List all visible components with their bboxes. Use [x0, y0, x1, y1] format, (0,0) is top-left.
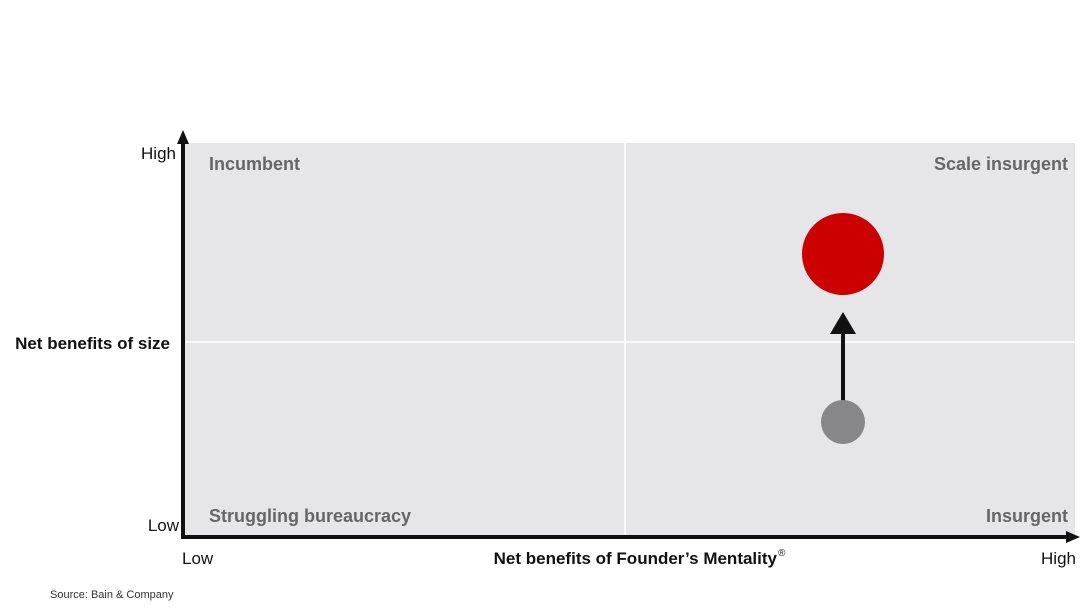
quadrant-label: Struggling bureaucracy: [209, 506, 411, 526]
x-low-label: Low: [182, 549, 214, 568]
registered-mark: ®: [778, 548, 786, 559]
target-circle: [802, 213, 884, 295]
quadrant-label: Incumbent: [209, 154, 300, 174]
source-note: Source: Bain & Company: [50, 589, 174, 601]
y-axis-title: Net benefits of size: [15, 334, 170, 353]
quadrant-label: Scale insurgent: [934, 154, 1068, 174]
y-axis-arrow: [177, 130, 189, 144]
y-high-label: High: [141, 144, 176, 163]
movement-arrowhead: [830, 312, 856, 334]
y-low-label: Low: [148, 516, 180, 535]
x-axis-arrow: [1066, 531, 1080, 543]
quadrant-label: Insurgent: [986, 506, 1068, 526]
x-high-label: High: [1041, 549, 1076, 568]
plot-area: [183, 143, 1075, 536]
x-axis-title: Net benefits of Founder’s Mentality: [494, 549, 778, 568]
origin-circle: [821, 400, 865, 444]
